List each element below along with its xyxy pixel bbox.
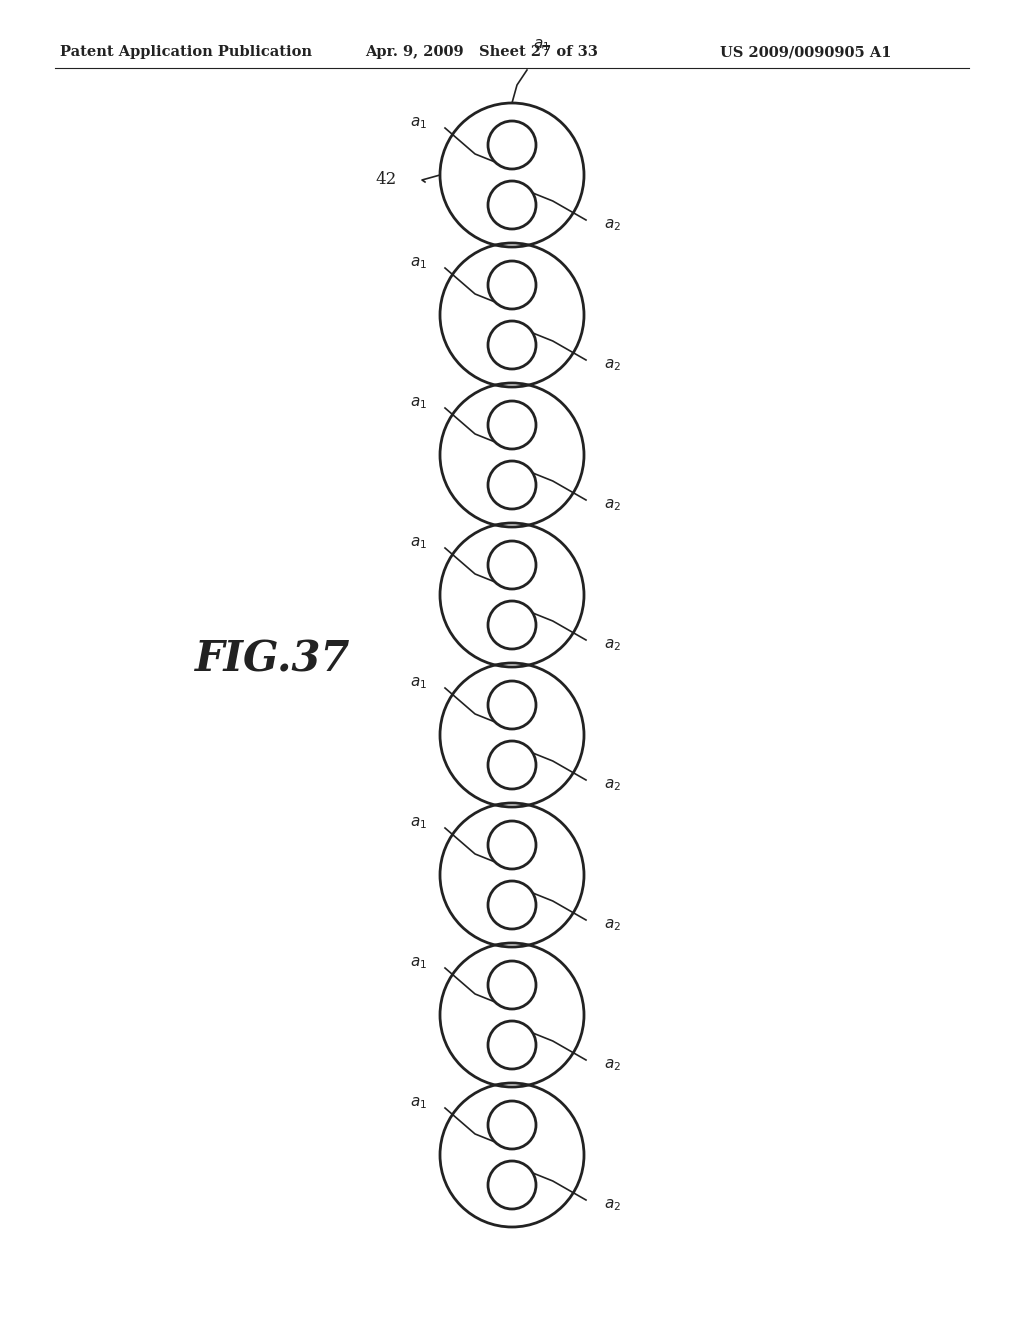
Text: $a_1$: $a_1$ xyxy=(410,1096,427,1111)
Text: $a_2$: $a_2$ xyxy=(604,917,621,933)
Text: $a_2$: $a_2$ xyxy=(604,1057,621,1073)
Text: Patent Application Publication: Patent Application Publication xyxy=(60,45,312,59)
Text: $a_2$: $a_2$ xyxy=(604,638,621,653)
Text: $a_2$: $a_2$ xyxy=(604,1197,621,1213)
Text: $a_1$: $a_1$ xyxy=(534,37,551,53)
Text: $a_2$: $a_2$ xyxy=(604,218,621,232)
Text: $a_1$: $a_1$ xyxy=(410,675,427,690)
Text: $a_1$: $a_1$ xyxy=(410,255,427,271)
Text: $a_2$: $a_2$ xyxy=(604,777,621,793)
Text: 42: 42 xyxy=(376,172,397,189)
Text: $a_1$: $a_1$ xyxy=(410,816,427,830)
Text: $a_1$: $a_1$ xyxy=(410,535,427,550)
Text: $a_2$: $a_2$ xyxy=(604,358,621,372)
Text: $a_1$: $a_1$ xyxy=(410,395,427,411)
Text: $a_2$: $a_2$ xyxy=(604,498,621,513)
Text: Apr. 9, 2009   Sheet 27 of 33: Apr. 9, 2009 Sheet 27 of 33 xyxy=(365,45,598,59)
Text: US 2009/0090905 A1: US 2009/0090905 A1 xyxy=(720,45,892,59)
Text: $a_1$: $a_1$ xyxy=(410,956,427,970)
Text: $a_1$: $a_1$ xyxy=(410,115,427,131)
Text: FIG.37: FIG.37 xyxy=(195,639,350,681)
